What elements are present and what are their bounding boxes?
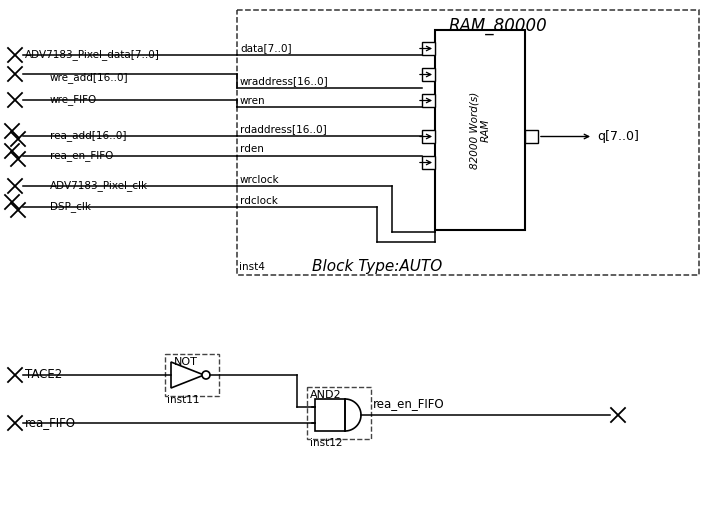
Text: rea_add[16..0]: rea_add[16..0] xyxy=(50,130,127,142)
Text: inst4: inst4 xyxy=(239,262,265,272)
Text: wraddress[16..0]: wraddress[16..0] xyxy=(240,76,328,86)
Bar xyxy=(307,387,371,439)
Bar xyxy=(422,130,435,143)
Text: ADV7183_Pixel_data[7..0]: ADV7183_Pixel_data[7..0] xyxy=(25,49,160,61)
Text: Block Type:AUTO: Block Type:AUTO xyxy=(312,260,442,275)
Text: DSP_clk: DSP_clk xyxy=(50,202,91,212)
Text: rdaddress[16..0]: rdaddress[16..0] xyxy=(240,124,327,134)
Bar xyxy=(165,354,219,396)
Text: AND2: AND2 xyxy=(310,390,341,400)
Text: 82000 Word(s)
RAM: 82000 Word(s) RAM xyxy=(469,92,491,169)
Text: wre_add[16..0]: wre_add[16..0] xyxy=(50,72,129,84)
Bar xyxy=(422,68,435,81)
Bar xyxy=(435,30,525,230)
Polygon shape xyxy=(171,362,204,388)
Text: inst11: inst11 xyxy=(167,395,200,405)
Text: RAM_80000: RAM_80000 xyxy=(449,17,547,35)
Text: inst12: inst12 xyxy=(310,438,343,448)
Bar xyxy=(422,156,435,169)
Bar xyxy=(315,399,345,431)
Text: data[7..0]: data[7..0] xyxy=(240,43,292,53)
Text: rea_FIFO: rea_FIFO xyxy=(25,417,76,429)
Text: wren: wren xyxy=(240,96,266,106)
Text: TACE2: TACE2 xyxy=(25,369,63,381)
Text: rea_en_FIFO: rea_en_FIFO xyxy=(50,151,113,161)
Text: rden: rden xyxy=(240,144,264,154)
Text: q[7..0]: q[7..0] xyxy=(597,130,639,143)
Text: ADV7183_Pixel_clk: ADV7183_Pixel_clk xyxy=(50,180,148,192)
Circle shape xyxy=(202,371,210,379)
Text: rdclock: rdclock xyxy=(240,196,278,206)
Text: NOT: NOT xyxy=(174,357,198,367)
Bar xyxy=(422,42,435,55)
Text: wre_FIFO: wre_FIFO xyxy=(50,95,97,105)
Text: wrclock: wrclock xyxy=(240,175,279,185)
Text: rea_en_FIFO: rea_en_FIFO xyxy=(373,397,444,410)
Bar xyxy=(525,130,538,143)
Bar xyxy=(422,94,435,107)
Bar xyxy=(237,10,699,275)
